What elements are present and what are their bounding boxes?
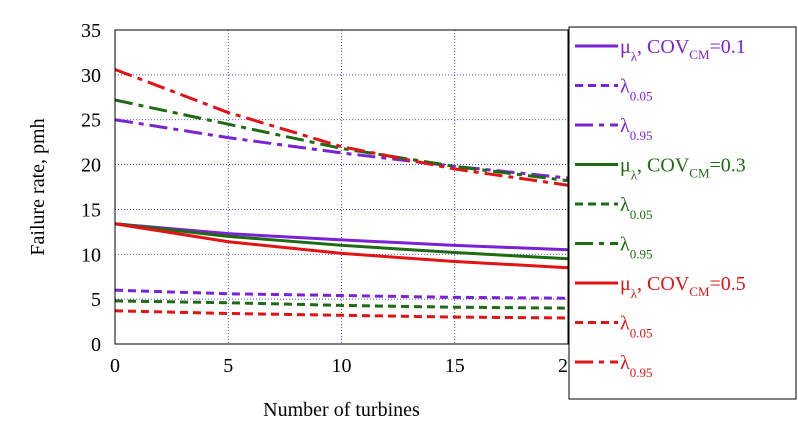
- y-axis-label: Failure rate, pmh: [27, 118, 49, 255]
- x-tick-label: 0: [110, 355, 120, 377]
- series-line: [114, 68, 569, 187]
- x-tick-label: 10: [332, 355, 352, 377]
- y-tick-label: 25: [81, 110, 101, 132]
- series-line: [114, 222, 569, 261]
- x-axis-label: Number of turbines: [263, 399, 420, 421]
- legend-label: λ0.95: [620, 352, 652, 380]
- series-lines: [114, 68, 569, 320]
- y-tick-label: 5: [91, 289, 101, 311]
- y-tick-label: 10: [81, 244, 101, 266]
- legend: μλ, COVCM=0.1 λ0.05 λ0.95 μλ, COVCM=0.3 λ0.0…: [568, 26, 797, 400]
- y-tick-label: 20: [81, 155, 101, 177]
- legend-label: μλ, COVCM=0.3: [620, 155, 746, 183]
- y-tick-label: 30: [81, 65, 101, 87]
- legend-box: [568, 26, 797, 400]
- legend-label: λ0.95: [620, 115, 652, 143]
- series-line: [114, 222, 569, 270]
- x-tick-label: 15: [445, 355, 465, 377]
- plot-area-frame: [114, 29, 569, 345]
- y-tick-label: 35: [81, 20, 101, 42]
- legend-label: μλ, COVCM=0.5: [620, 273, 746, 301]
- legend-label: λ0.05: [620, 194, 652, 222]
- series-line: [114, 288, 569, 300]
- legend-label: λ0.05: [620, 76, 652, 104]
- series-line: [114, 98, 569, 183]
- legend-label: λ0.05: [620, 313, 652, 341]
- legend-label: μλ, COVCM=0.1: [620, 36, 746, 64]
- series-line: [114, 118, 569, 180]
- legend-label: λ0.95: [620, 234, 652, 262]
- series-line: [114, 309, 569, 320]
- y-tick-label: 15: [81, 199, 101, 221]
- x-tick-label: 5: [223, 355, 233, 377]
- y-tick-label: 0: [91, 334, 101, 356]
- series-line: [114, 299, 569, 310]
- series-line: [114, 222, 569, 252]
